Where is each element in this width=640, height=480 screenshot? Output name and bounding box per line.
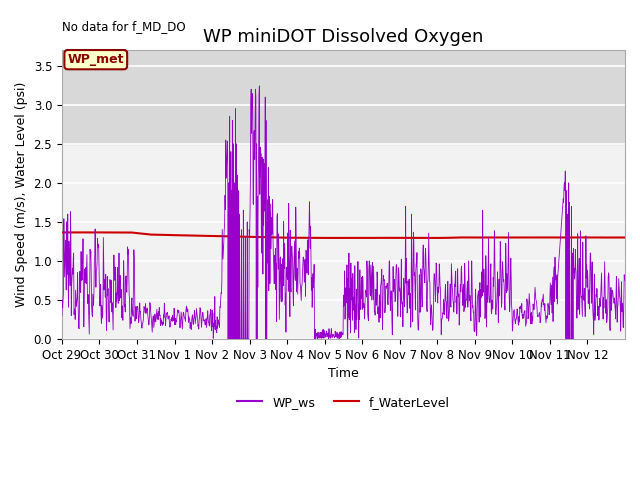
X-axis label: Time: Time [328, 367, 359, 380]
Title: WP miniDOT Dissolved Oxygen: WP miniDOT Dissolved Oxygen [204, 28, 484, 46]
Y-axis label: Wind Speed (m/s), Water Level (psi): Wind Speed (m/s), Water Level (psi) [15, 82, 28, 307]
Text: WP_met: WP_met [68, 53, 124, 66]
Text: No data for f_MD_DO: No data for f_MD_DO [62, 20, 186, 33]
Legend: WP_ws, f_WaterLevel: WP_ws, f_WaterLevel [232, 391, 455, 414]
Bar [62, 50, 625, 144]
